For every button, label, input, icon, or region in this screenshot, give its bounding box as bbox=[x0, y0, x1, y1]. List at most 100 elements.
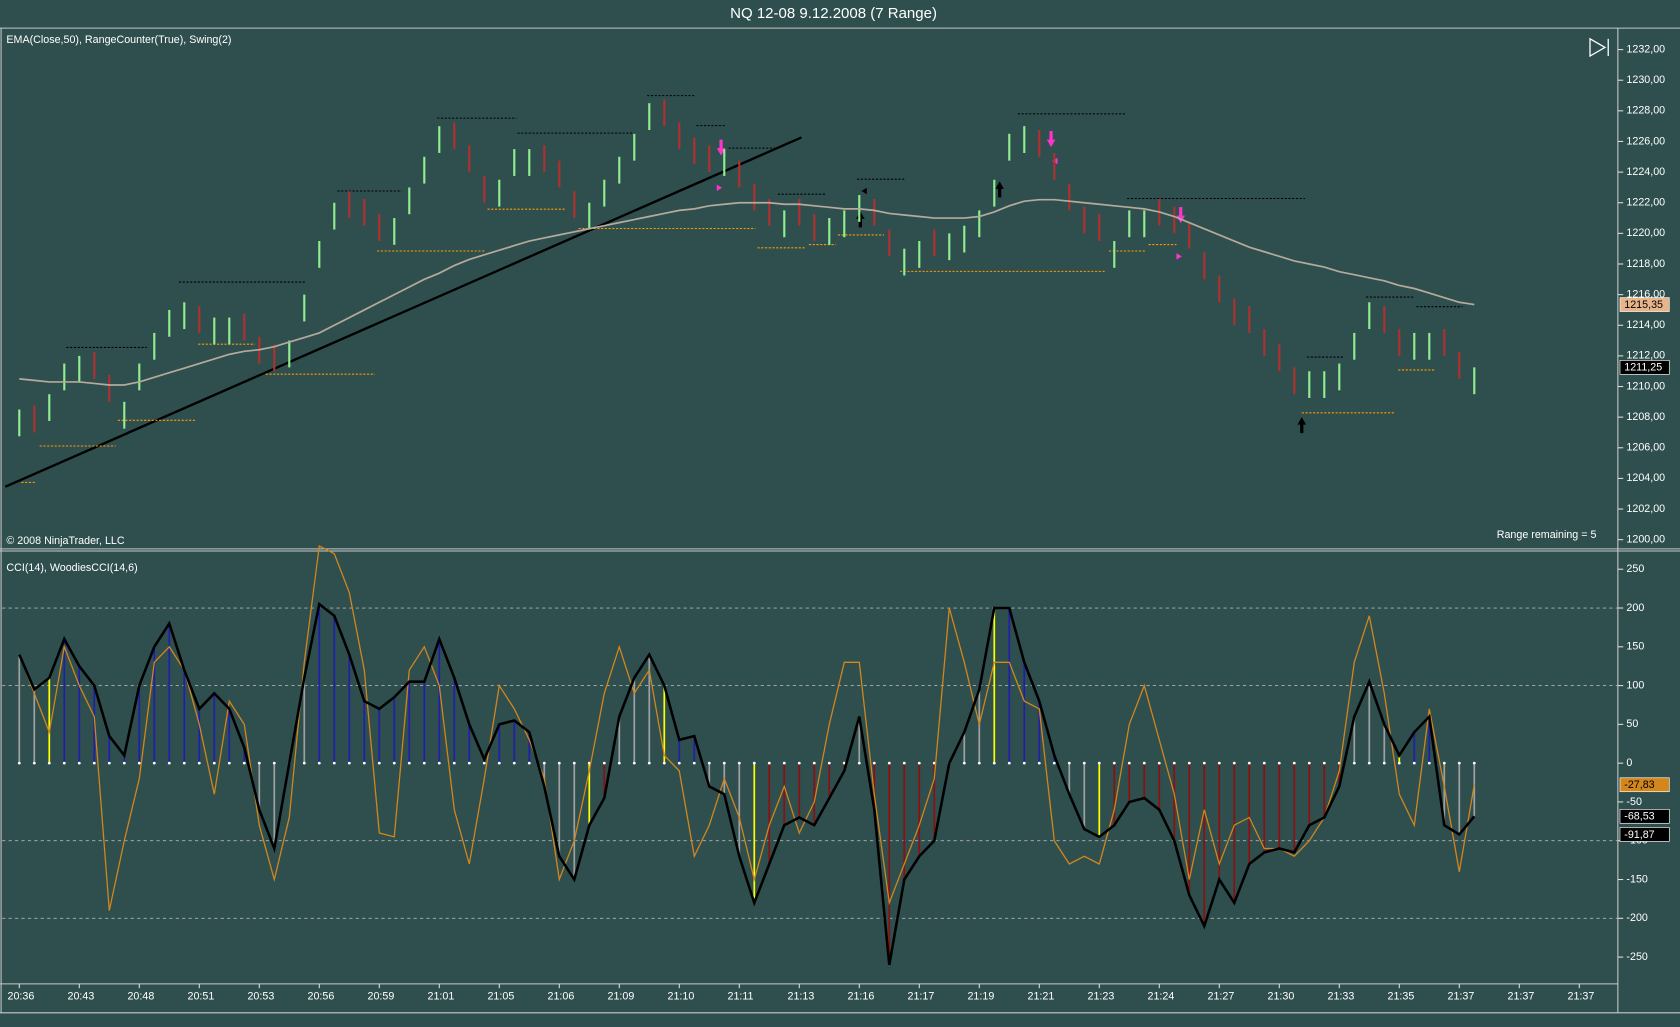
zero-dot bbox=[752, 761, 756, 765]
x-tick-label: 21:17 bbox=[908, 991, 935, 1003]
y-tick-label: 150 bbox=[1626, 641, 1644, 653]
y-tick-label: 1218,00 bbox=[1626, 258, 1665, 270]
y-tick-label: 250 bbox=[1626, 563, 1644, 575]
arrow-down bbox=[1046, 131, 1056, 148]
zero-dot bbox=[1172, 761, 1176, 765]
x-tick-label: 21:13 bbox=[788, 991, 815, 1003]
zero-dot bbox=[332, 761, 336, 765]
zero-dot bbox=[512, 761, 516, 765]
zero-dot bbox=[1067, 761, 1071, 765]
swing-lows bbox=[21, 208, 1436, 483]
y-tick-label: 200 bbox=[1626, 602, 1644, 614]
zero-dot bbox=[92, 761, 96, 765]
play-button[interactable] bbox=[1589, 37, 1609, 58]
zero-dot bbox=[242, 761, 246, 765]
y-tick-label: 1232,00 bbox=[1626, 43, 1665, 55]
zero-dot bbox=[1007, 761, 1011, 765]
zero-dot bbox=[1082, 761, 1086, 765]
x-tick-label: 20:48 bbox=[127, 991, 154, 1003]
zero-dot bbox=[977, 761, 981, 765]
zero-dot bbox=[302, 761, 306, 765]
zero-dot bbox=[782, 761, 786, 765]
play-icon[interactable] bbox=[1589, 37, 1607, 58]
x-tick-label: 21:35 bbox=[1388, 991, 1415, 1003]
ema-line bbox=[19, 198, 1475, 386]
zero-dot bbox=[542, 761, 546, 765]
zero-dot bbox=[992, 761, 996, 765]
frame bbox=[0, 27, 1680, 1014]
annotation: Range remaining = 5 bbox=[1497, 529, 1597, 541]
y-tick-label: 1226,00 bbox=[1626, 135, 1665, 147]
zero-dot bbox=[227, 761, 231, 765]
series-line bbox=[18, 601, 1476, 966]
trend-line bbox=[4, 136, 802, 488]
zero-dot bbox=[872, 761, 876, 765]
zero-dot bbox=[1037, 761, 1041, 765]
x-tick-label: 21:21 bbox=[1028, 991, 1055, 1003]
zero-dot bbox=[32, 761, 36, 765]
zero-dot bbox=[587, 761, 591, 765]
zero-dot bbox=[1112, 761, 1116, 765]
zero-dot bbox=[197, 761, 201, 765]
zero-dot bbox=[137, 761, 141, 765]
x-tick-label: 21:10 bbox=[668, 991, 695, 1003]
x-tick-label: 21:09 bbox=[608, 991, 635, 1003]
y-tick-label: 1228,00 bbox=[1626, 105, 1665, 117]
zero-dot bbox=[1097, 761, 1101, 765]
zero-dot bbox=[1427, 761, 1431, 765]
zero-dot bbox=[812, 761, 816, 765]
zero-dot bbox=[392, 761, 396, 765]
value-box-label: -27,83 bbox=[1624, 779, 1654, 791]
zero-dot bbox=[647, 761, 651, 765]
y-tick-label: 1202,00 bbox=[1626, 503, 1665, 515]
x-tick-label: 21:37 bbox=[1568, 991, 1595, 1003]
indicator-label: CCI(14), WoodiesCCI(14,6) bbox=[6, 562, 137, 574]
zero-dot bbox=[572, 761, 576, 765]
zero-dot bbox=[692, 761, 696, 765]
x-tick-label: 20:56 bbox=[308, 991, 335, 1003]
zero-dot bbox=[317, 761, 321, 765]
zero-dot bbox=[257, 761, 261, 765]
value-box bbox=[1619, 827, 1670, 842]
value-box-label: -91,87 bbox=[1624, 829, 1654, 841]
indicator-label: EMA(Close,50), RangeCounter(True), Swing… bbox=[6, 34, 231, 46]
zero-dot bbox=[632, 761, 636, 765]
swing-highs bbox=[66, 95, 1463, 358]
zero-dot bbox=[17, 761, 21, 765]
zero-dot bbox=[662, 761, 666, 765]
arrow-up bbox=[1297, 417, 1307, 434]
x-tick-label: 20:43 bbox=[68, 991, 95, 1003]
x-tick-label: 20:59 bbox=[368, 991, 395, 1003]
y-tick-label: 1220,00 bbox=[1626, 227, 1665, 239]
value-box-label: 1215,35 bbox=[1624, 299, 1663, 311]
zero-dot bbox=[1292, 761, 1296, 765]
zero-dot bbox=[272, 761, 276, 765]
zero-dot bbox=[827, 761, 831, 765]
zero-dot bbox=[107, 761, 111, 765]
zero-dot bbox=[677, 761, 681, 765]
zero-dot bbox=[722, 761, 726, 765]
zero-dot bbox=[1322, 761, 1326, 765]
zero-dot bbox=[377, 761, 381, 765]
triangle bbox=[1176, 253, 1182, 260]
x-tick-label: 21:11 bbox=[728, 991, 754, 1003]
value-box-label: -68,53 bbox=[1624, 811, 1654, 823]
x-tick-label: 21:01 bbox=[428, 991, 455, 1003]
x-tick-label: 21:23 bbox=[1088, 991, 1115, 1003]
x-tick-label: 20:51 bbox=[188, 991, 215, 1003]
zero-dot bbox=[1412, 761, 1416, 765]
zero-dot bbox=[422, 761, 426, 765]
zero-dot bbox=[152, 761, 156, 765]
y-tick-label: 1222,00 bbox=[1626, 197, 1665, 209]
y-tick-label: -200 bbox=[1626, 912, 1647, 924]
zero-dot bbox=[1277, 761, 1281, 765]
y-tick-label: 1224,00 bbox=[1626, 166, 1665, 178]
value-box bbox=[1619, 809, 1670, 824]
y-tick-label: 0 bbox=[1626, 757, 1632, 769]
y-tick-label: 1230,00 bbox=[1626, 74, 1665, 86]
zero-dot bbox=[707, 761, 711, 765]
zero-dot bbox=[362, 761, 366, 765]
x-tick-label: 21:05 bbox=[487, 991, 514, 1003]
value-box bbox=[1619, 360, 1670, 375]
